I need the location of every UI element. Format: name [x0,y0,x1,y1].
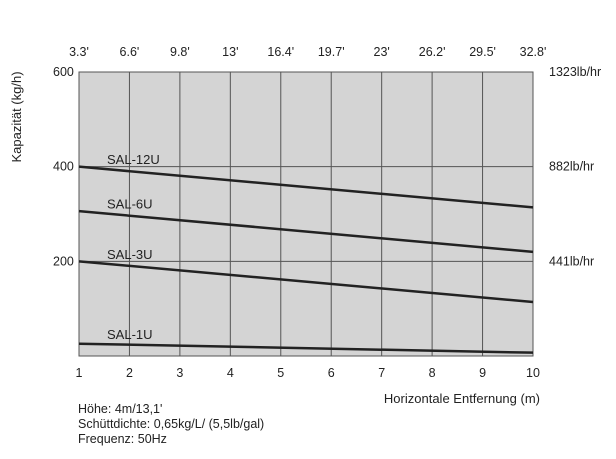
note-frequency: Frequenz: 50Hz [78,432,167,446]
y-axis-right-ticks: 441lb/hr 882lb/hr 1323lb/hr [549,65,601,268]
y-tick-label-right: 441lb/hr [549,254,594,268]
x-tick-label-top: 9.8' [170,45,190,59]
y-tick-label-right: 1323lb/hr [549,65,601,79]
y-tick-label: 400 [53,160,74,174]
series-line-sal-1u [78,342,534,354]
x-tick-label: 6 [328,366,335,380]
series-label-sal-12u: SAL-12U [107,152,160,167]
series-line-sal-3u [78,260,534,304]
y-tick-label: 200 [53,254,74,268]
y-tick-label-right: 882lb/hr [549,160,594,174]
plot-frame [78,71,534,357]
x-tick-label-top: 19.7' [318,45,345,59]
x-axis-bottom-ticks: 1 2 3 4 5 6 7 8 9 10 [76,366,540,380]
x-axis-top-ticks: 3.3' 6.6' 9.8' 13' 16.4' 19.7' 23' 26.2' 29.5' 32… [69,45,546,59]
x-tick-label-top: 6.6' [120,45,140,59]
plot-area [79,72,533,356]
x-tick-label-top: 29.5' [469,45,496,59]
x-tick-label: 5 [277,366,284,380]
series-line-sal-12u [78,165,534,209]
x-tick-label: 9 [479,366,486,380]
horizontal-gridlines [79,166,533,262]
series-label-sal-3u: SAL-3U [107,247,153,262]
note-height: Höhe: 4m/13,1' [78,402,163,416]
y-axis-title: Kapazität (kg/h) [9,71,24,162]
x-tick-label: 8 [429,366,436,380]
vertical-gridlines [128,72,484,356]
x-tick-label: 10 [526,366,540,380]
x-tick-label: 1 [76,366,83,380]
x-tick-label: 7 [378,366,385,380]
series-label-sal-1u: SAL-1U [107,327,153,342]
y-axis-left-ticks: 200 400 600 [53,65,74,268]
x-tick-label: 2 [126,366,133,380]
series-line-sal-6u [78,209,534,254]
x-tick-label-top: 23' [374,45,390,59]
series-lines [78,165,534,354]
x-tick-label: 3 [176,366,183,380]
note-bulk-density: Schüttdichte: 0,65kg/L/ (5,5lb/gal) [78,417,265,431]
y-tick-label: 600 [53,65,74,79]
x-tick-label-top: 3.3' [69,45,89,59]
x-tick-label-top: 32.8' [520,45,547,59]
x-tick-label-top: 26.2' [419,45,446,59]
x-tick-label-top: 16.4' [267,45,294,59]
series-labels: SAL-12U SAL-6U SAL-3U SAL-1U [107,152,160,342]
series-label-sal-6u: SAL-6U [107,197,153,212]
x-axis-title: Horizontale Entfernung (m) [384,391,540,406]
x-tick-label-top: 13' [222,45,238,59]
x-tick-label: 4 [227,366,234,380]
